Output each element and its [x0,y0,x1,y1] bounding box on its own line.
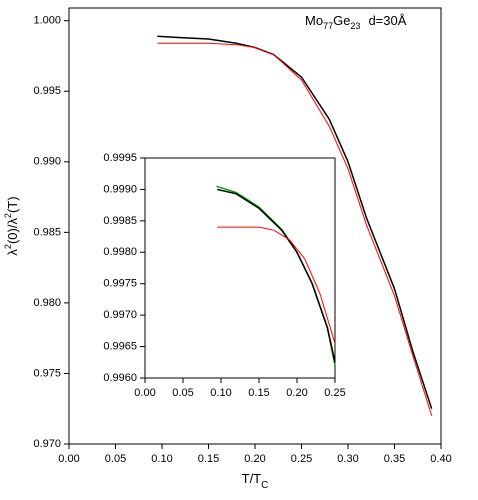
data-line [157,42,433,416]
y-label-part: (T) [5,196,20,213]
y-label-part: 2 [3,213,13,218]
annotation-part: d=30Å [368,13,406,28]
y-tick-label: 0.9980 [103,246,137,258]
annotation-part: 77 [323,21,333,31]
annotation: Mo77Ge23 d=30Å [305,13,407,31]
x-tick-label: 0.15 [198,453,219,465]
y-axis-label: λ2(0)/λ2(T) [3,196,20,255]
annotation-part: Ge [333,13,350,28]
x-tick-label: 0.30 [337,453,358,465]
y-tick-label: 0.995 [33,85,61,97]
x-tick-label: 0.20 [244,453,265,465]
x-tick-label: 0.25 [324,387,345,399]
x-tick-label: 0.05 [105,453,126,465]
data-line [217,226,336,344]
x-tick-label: 0.00 [134,387,155,399]
y-tick-label: 0.980 [33,297,61,309]
x-tick-label: 0.10 [210,387,231,399]
y-tick-label: 0.975 [33,367,61,379]
y-label-part: (0)/λ [5,218,20,245]
data-line [217,188,336,363]
y-tick-label: 0.9990 [103,183,137,195]
x-axis-label: T/TC [242,471,269,491]
y-tick-label: 1.000 [33,15,61,27]
y-tick-label: 0.9995 [103,152,137,164]
x-tick-label: 0.20 [286,387,307,399]
y-label-part: 2 [3,244,13,249]
y-tick-label: 0.9965 [103,340,137,352]
annotation-part: Mo [305,13,323,28]
x-label-part: T/T [242,471,262,486]
y-tick-label: 0.9960 [103,372,137,384]
x-tick-label: 0.40 [430,453,451,465]
y-tick-label: 0.9975 [103,278,137,290]
y-tick-label: 0.9970 [103,309,137,321]
x-tick-label: 0.05 [172,387,193,399]
y-tick-label: 0.9985 [103,215,137,227]
plot-area [144,157,336,379]
x-label-part: C [261,480,268,491]
annotation-part: 23 [350,21,360,31]
x-tick-label: 0.00 [58,453,79,465]
x-tick-label: 0.25 [291,453,312,465]
y-label-part: λ [5,249,20,256]
data-line [157,35,433,409]
y-tick-label: 0.990 [33,156,61,168]
x-tick-label: 0.35 [384,453,405,465]
x-tick-label: 0.15 [248,387,269,399]
x-tick-label: 0.10 [151,453,172,465]
y-tick-label: 0.970 [33,438,61,450]
y-tick-label: 0.985 [33,226,61,238]
